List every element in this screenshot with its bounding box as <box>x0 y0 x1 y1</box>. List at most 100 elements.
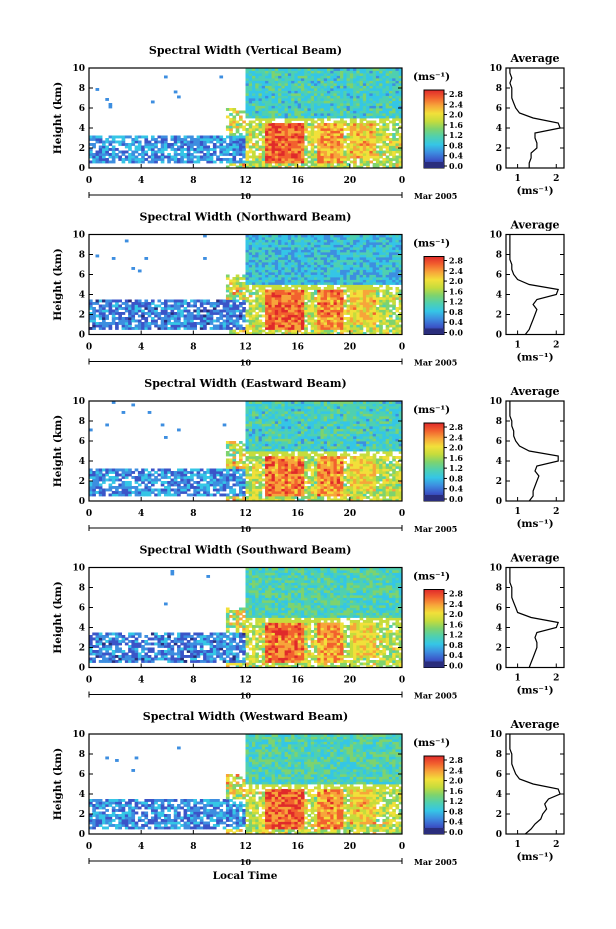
colorbar-tick-label: 2.8 <box>449 422 463 432</box>
y-tick-label: 6 <box>79 770 85 780</box>
colorbar-unit-label: (ms⁻¹) <box>413 404 450 416</box>
y-tick-label: 6 <box>79 271 85 281</box>
x-tick-label: 8 <box>190 509 196 519</box>
y-tick-label: 10 <box>72 397 85 407</box>
colorbar <box>423 89 445 169</box>
colorbar-tick-label: 2.4 <box>449 432 463 442</box>
colorbar-tick-label: 1.6 <box>449 619 463 629</box>
colorbar-tick-label: 0.8 <box>449 307 463 317</box>
heatmap-cells <box>89 68 403 169</box>
date-label: Mar 2005 <box>414 191 457 201</box>
average-title: Average <box>509 52 559 65</box>
x-tick-label: 20 <box>344 509 357 519</box>
colorbar-tick-label: 2.0 <box>449 276 463 286</box>
x-tick-label: 0 <box>399 842 405 852</box>
colorbar <box>423 589 445 668</box>
y-tick-label: 8 <box>79 84 85 94</box>
average-y-tick-label: 6 <box>496 437 502 447</box>
average-y-tick-label: 0 <box>496 164 502 174</box>
colorbar-tick-label: 0.8 <box>449 640 463 650</box>
colorbar-unit-label: (ms⁻¹) <box>413 71 450 83</box>
average-y-tick-label: 6 <box>496 104 502 114</box>
x-tick-label: 8 <box>190 676 196 686</box>
y-tick-label: 2 <box>79 810 85 820</box>
x-tick-label: 20 <box>344 676 357 686</box>
panel-title: Spectral Width (Southward Beam) <box>139 544 351 557</box>
average-x-tick-label: 1 <box>514 840 520 850</box>
colorbar-tick-label: 0.8 <box>449 806 463 816</box>
average-profile-line <box>509 734 561 835</box>
y-tick-label: 0 <box>79 331 85 341</box>
colorbar-unit-label: (ms⁻¹) <box>413 737 450 749</box>
y-tick-label: 8 <box>79 750 85 760</box>
colorbar-unit-label: (ms⁻¹) <box>413 238 450 250</box>
average-frame <box>505 400 565 502</box>
panel-title: Spectral Width (Eastward Beam) <box>144 377 346 390</box>
y-axis-label: Height (km) <box>52 82 64 154</box>
average-y-tick-label: 0 <box>496 331 502 341</box>
average-y-tick-label: 10 <box>489 231 502 241</box>
x-tick-label: 0 <box>86 842 92 852</box>
colorbar-unit-label: (ms⁻¹) <box>413 571 450 583</box>
colorbar-tick-label: 0.4 <box>449 151 463 161</box>
average-x-tick-label: 1 <box>514 341 520 351</box>
x-tick-label: 12 <box>239 676 252 686</box>
day-label: 10 <box>240 857 252 867</box>
y-tick-label: 6 <box>79 437 85 447</box>
x-tick-label: 12 <box>239 176 252 186</box>
average-x-label: (ms⁻¹) <box>516 685 553 697</box>
average-y-tick-label: 6 <box>496 604 502 614</box>
colorbar-tick-label: 0.0 <box>449 827 463 837</box>
colorbar-tick-label: 0.4 <box>449 317 463 327</box>
x-tick-label: 16 <box>291 676 304 686</box>
x-tick-label: 0 <box>86 676 92 686</box>
x-tick-label: 4 <box>138 676 144 686</box>
x-tick-label: 20 <box>344 842 357 852</box>
colorbar-tick-label: 2.0 <box>449 776 463 786</box>
colorbar-tick-label: 0.0 <box>449 328 463 338</box>
colorbar-tick-label: 2.8 <box>449 589 463 599</box>
x-tick-label: 0 <box>86 343 92 353</box>
average-y-tick-label: 0 <box>496 664 502 674</box>
average-title: Average <box>509 552 559 565</box>
average-x-tick-label: 2 <box>553 674 559 684</box>
day-label: 10 <box>240 358 252 368</box>
panel-4: Spectral Width (Southward Beam)0246810He… <box>52 544 565 701</box>
y-tick-label: 10 <box>72 64 85 74</box>
colorbar-tick-label: 1.6 <box>449 786 463 796</box>
average-x-tick-label: 2 <box>553 840 559 850</box>
average-profile-line <box>509 68 561 168</box>
average-y-tick-label: 0 <box>496 497 502 507</box>
average-x-label: (ms⁻¹) <box>516 518 553 530</box>
colorbar-tick-label: 0.0 <box>449 161 463 171</box>
date-label: Mar 2005 <box>414 358 457 368</box>
y-tick-label: 4 <box>79 790 85 800</box>
colorbar-tick-label: 2.0 <box>449 110 463 120</box>
y-tick-label: 4 <box>79 457 85 467</box>
average-y-tick-label: 4 <box>496 124 502 134</box>
average-frame <box>505 233 565 336</box>
y-tick-label: 10 <box>72 564 85 574</box>
colorbar-tick-label: 2.8 <box>449 256 463 266</box>
y-tick-label: 10 <box>72 730 85 740</box>
average-profile-line <box>509 234 560 335</box>
average-y-tick-label: 8 <box>496 251 502 261</box>
x-axis-label: Local Time <box>213 870 278 882</box>
average-x-tick-label: 1 <box>514 674 520 684</box>
colorbar <box>423 256 445 335</box>
panel-5: Spectral Width (Westward Beam)0246810Hei… <box>52 710 565 867</box>
y-tick-label: 2 <box>79 644 85 654</box>
y-tick-label: 4 <box>79 124 85 134</box>
average-y-tick-label: 2 <box>496 311 502 321</box>
average-y-tick-label: 8 <box>496 417 502 427</box>
y-tick-label: 6 <box>79 604 85 614</box>
colorbar-tick-label: 2.8 <box>449 89 463 99</box>
x-tick-label: 8 <box>190 176 196 186</box>
y-tick-label: 8 <box>79 584 85 594</box>
average-x-label: (ms⁻¹) <box>516 185 553 197</box>
colorbar-tick-label: 1.6 <box>449 120 463 130</box>
x-tick-label: 12 <box>239 509 252 519</box>
date-label: Mar 2005 <box>414 691 457 701</box>
